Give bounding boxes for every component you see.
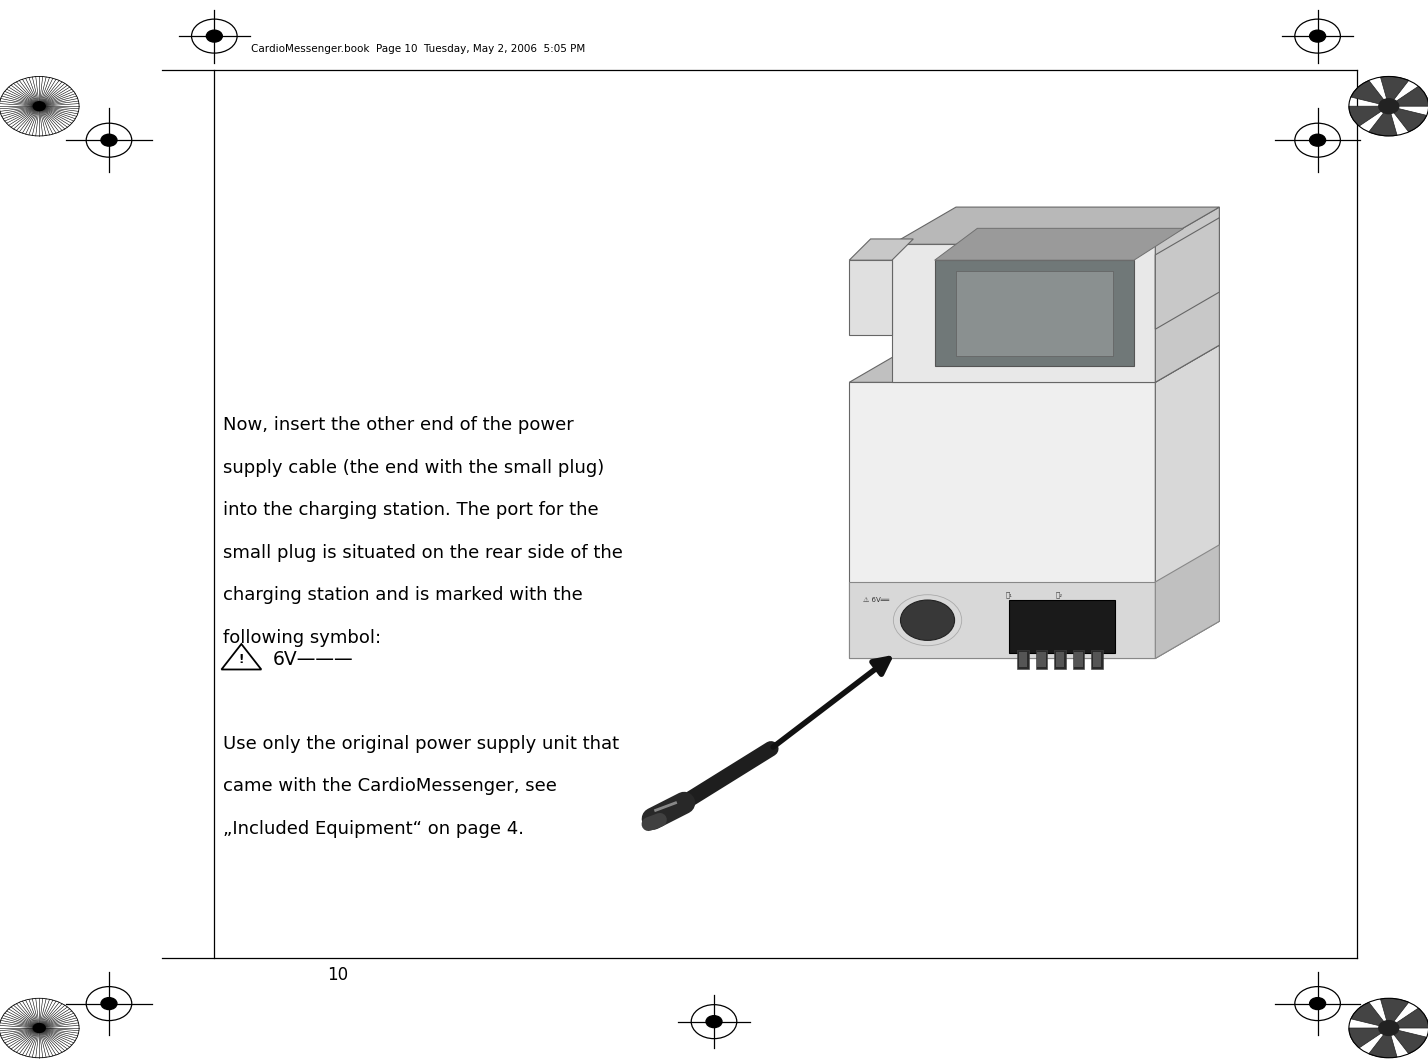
Bar	[1092, 652, 1101, 667]
Polygon shape	[1155, 345, 1220, 658]
Bar	[1017, 650, 1028, 669]
Circle shape	[705, 1015, 723, 1028]
Polygon shape	[1155, 218, 1220, 329]
Bar	[1035, 650, 1047, 669]
Text: Use only the original power supply unit that: Use only the original power supply unit …	[223, 735, 618, 753]
Polygon shape	[850, 345, 1220, 382]
Circle shape	[33, 1024, 46, 1032]
Circle shape	[1379, 1021, 1399, 1035]
Bar	[1091, 650, 1102, 669]
Circle shape	[1379, 99, 1399, 114]
Wedge shape	[1389, 1028, 1427, 1054]
Circle shape	[901, 600, 954, 640]
Text: into the charging station. The port for the: into the charging station. The port for …	[223, 501, 598, 519]
Polygon shape	[850, 260, 892, 335]
Wedge shape	[1369, 106, 1397, 136]
Text: 🔌₂: 🔌₂	[1055, 592, 1062, 598]
Text: 🔌₁: 🔌₁	[1005, 592, 1012, 598]
Polygon shape	[850, 582, 1155, 658]
Wedge shape	[1369, 1028, 1397, 1058]
Circle shape	[101, 134, 117, 147]
Wedge shape	[1381, 76, 1408, 106]
Text: came with the CardioMessenger, see: came with the CardioMessenger, see	[223, 777, 557, 795]
Polygon shape	[935, 228, 1184, 260]
Text: supply cable (the end with the small plug): supply cable (the end with the small plu…	[223, 459, 604, 477]
Bar	[1008, 600, 1115, 653]
Wedge shape	[1351, 1003, 1389, 1028]
Polygon shape	[1155, 207, 1220, 382]
Bar	[1074, 652, 1082, 667]
Wedge shape	[1381, 998, 1408, 1028]
Text: !: !	[238, 653, 244, 666]
Bar	[1072, 650, 1084, 669]
Wedge shape	[1349, 1028, 1389, 1048]
Polygon shape	[935, 260, 1134, 366]
Circle shape	[33, 102, 46, 110]
Circle shape	[1309, 30, 1325, 42]
Text: 6V———: 6V———	[273, 650, 353, 669]
Wedge shape	[1389, 86, 1428, 106]
Polygon shape	[892, 207, 1220, 244]
Wedge shape	[1389, 1008, 1428, 1028]
Bar	[1018, 652, 1027, 667]
Polygon shape	[850, 382, 1155, 658]
Polygon shape	[850, 239, 914, 260]
Wedge shape	[1351, 81, 1389, 106]
Polygon shape	[1155, 545, 1220, 658]
Text: charging station and is marked with the: charging station and is marked with the	[223, 586, 583, 604]
Wedge shape	[1349, 106, 1389, 126]
Text: CardioMessenger.book  Page 10  Tuesday, May 2, 2006  5:05 PM: CardioMessenger.book Page 10 Tuesday, Ma…	[251, 45, 585, 54]
Bar	[1055, 652, 1064, 667]
Text: ⚠ 6V══: ⚠ 6V══	[864, 597, 890, 603]
Polygon shape	[955, 271, 1112, 356]
Text: „Included Equipment“ on page 4.: „Included Equipment“ on page 4.	[223, 820, 524, 838]
Wedge shape	[1389, 106, 1427, 132]
Text: Now, insert the other end of the power: Now, insert the other end of the power	[223, 416, 574, 434]
Circle shape	[101, 997, 117, 1010]
Circle shape	[207, 30, 223, 42]
Text: small plug is situated on the rear side of the: small plug is situated on the rear side …	[223, 544, 623, 562]
Circle shape	[1309, 134, 1325, 147]
Bar	[1037, 652, 1045, 667]
Polygon shape	[892, 244, 1155, 382]
Bar	[1054, 650, 1065, 669]
Text: 10: 10	[327, 966, 348, 983]
Circle shape	[1309, 997, 1325, 1010]
Text: following symbol:: following symbol:	[223, 629, 381, 647]
